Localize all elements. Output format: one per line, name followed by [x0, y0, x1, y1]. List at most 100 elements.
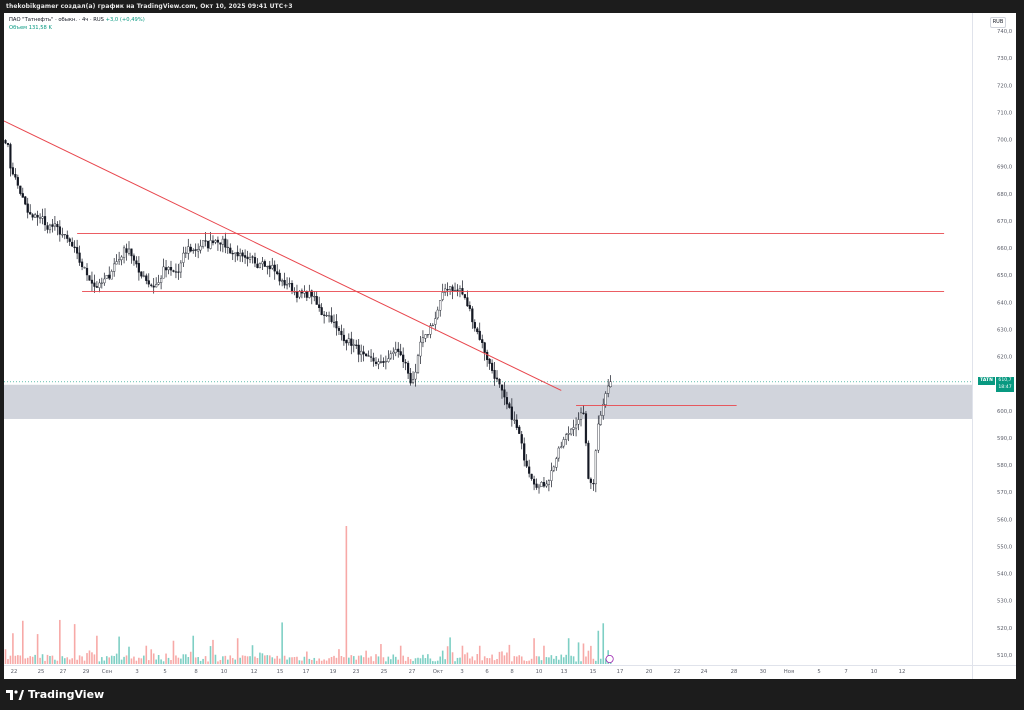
- candle-body: [221, 238, 224, 245]
- candle-body: [458, 288, 462, 291]
- volume-bar: [436, 660, 439, 664]
- candle-body: [579, 412, 583, 420]
- price-tag-value: 610,7: [998, 378, 1012, 383]
- volume-bar: [71, 658, 73, 664]
- volume-bar: [91, 652, 93, 664]
- candle-body: [342, 334, 345, 342]
- y-tick-label: 680,0: [997, 192, 1013, 198]
- volume-bar: [239, 657, 241, 664]
- chart-svg[interactable]: 740,0 730,0 720,0 710,0 700,0 690,0 680,0 670,0…: [4, 13, 1016, 679]
- candle-body: [261, 261, 264, 265]
- candle-body: [194, 249, 197, 251]
- candle-body: [290, 283, 294, 292]
- currency-button[interactable]: RUB: [990, 17, 1006, 28]
- candle-body: [451, 286, 454, 292]
- volume-bar: [251, 645, 254, 664]
- volume-bar: [555, 655, 558, 664]
- candle-body: [597, 423, 600, 451]
- candle-body: [444, 288, 447, 293]
- volume-bar: [412, 660, 414, 664]
- candle-body: [355, 344, 358, 346]
- volume-bar: [325, 660, 328, 664]
- x-tick-label: 10: [536, 669, 543, 675]
- x-tick-label: 17: [617, 669, 624, 675]
- candle-body: [281, 280, 284, 283]
- candle-body: [409, 372, 412, 384]
- candle-body: [456, 289, 459, 291]
- volume-bar: [513, 656, 516, 664]
- volume-bar: [444, 659, 446, 664]
- candle-body: [63, 234, 66, 236]
- chart-panel[interactable]: 740,0 730,0 720,0 710,0 700,0 690,0 680,0 670,0…: [4, 13, 1016, 679]
- candle-body: [174, 271, 178, 273]
- y-tick-label: 650,0: [997, 273, 1013, 279]
- volume-bar: [375, 654, 377, 664]
- candle-body: [68, 238, 71, 242]
- volume-bar: [296, 656, 298, 664]
- volume-bar: [212, 639, 214, 664]
- candle-body: [419, 341, 422, 357]
- volume-bar: [244, 655, 246, 664]
- volume-bar: [602, 623, 605, 664]
- candle-body: [298, 291, 301, 298]
- candle-body: [599, 414, 602, 425]
- volume-bar: [19, 655, 22, 664]
- x-tick-label: 25: [381, 669, 388, 675]
- volume-bar: [143, 655, 145, 664]
- candle-body: [335, 321, 338, 329]
- candle-body: [120, 256, 123, 260]
- x-tick-label: 22: [674, 669, 681, 675]
- candle-body: [399, 351, 402, 356]
- candle-body: [231, 253, 234, 255]
- candle-body: [414, 371, 417, 380]
- candle-body: [520, 434, 523, 444]
- candle-body: [577, 419, 580, 425]
- candle-body: [95, 286, 98, 288]
- candle-body: [41, 216, 44, 219]
- volume-bar: [557, 659, 560, 664]
- volume-bar: [454, 661, 456, 664]
- x-tick-label: 12: [251, 669, 258, 675]
- candle-body: [273, 264, 276, 272]
- volume-bar: [481, 660, 484, 664]
- candle-body: [115, 261, 118, 265]
- candle-body: [197, 249, 200, 252]
- candle-body: [360, 350, 363, 356]
- volume-bar: [157, 654, 160, 664]
- volume-bar: [113, 656, 115, 664]
- candle-body: [118, 259, 121, 262]
- x-tick-label: 20: [646, 669, 653, 675]
- y-tick-label: 600,0: [997, 409, 1013, 415]
- candle-body: [518, 426, 521, 434]
- volume-bar: [587, 650, 590, 664]
- candle-body: [560, 446, 563, 448]
- volume-bar: [565, 654, 567, 664]
- volume-bar: [59, 619, 61, 664]
- volume-bar: [182, 654, 185, 664]
- candle-body: [130, 248, 133, 257]
- volume-bar: [392, 654, 395, 664]
- volume-bar: [417, 657, 419, 664]
- candle-body: [78, 252, 81, 263]
- candle-body: [609, 381, 612, 388]
- volume-bar: [456, 657, 459, 664]
- candle-body: [137, 263, 140, 273]
- volume-bar: [135, 660, 138, 664]
- candle-body: [320, 307, 323, 316]
- tradingview-logo[interactable]: TradingView: [6, 688, 104, 701]
- volume-bar: [34, 654, 36, 664]
- y-tick-label: 530,0: [997, 599, 1013, 605]
- candle-body: [345, 339, 348, 344]
- candle-body: [246, 256, 249, 260]
- volume-bar: [227, 659, 229, 664]
- candle-body: [389, 353, 392, 359]
- candle-body: [557, 447, 560, 459]
- candle-body: [108, 274, 111, 279]
- candle-body: [584, 413, 588, 444]
- volume-bar: [308, 658, 311, 664]
- volume-bar: [160, 659, 162, 664]
- volume-bar: [241, 655, 244, 664]
- candle-body: [132, 255, 136, 261]
- volume-bar: [372, 661, 375, 664]
- volume-bar: [310, 659, 313, 664]
